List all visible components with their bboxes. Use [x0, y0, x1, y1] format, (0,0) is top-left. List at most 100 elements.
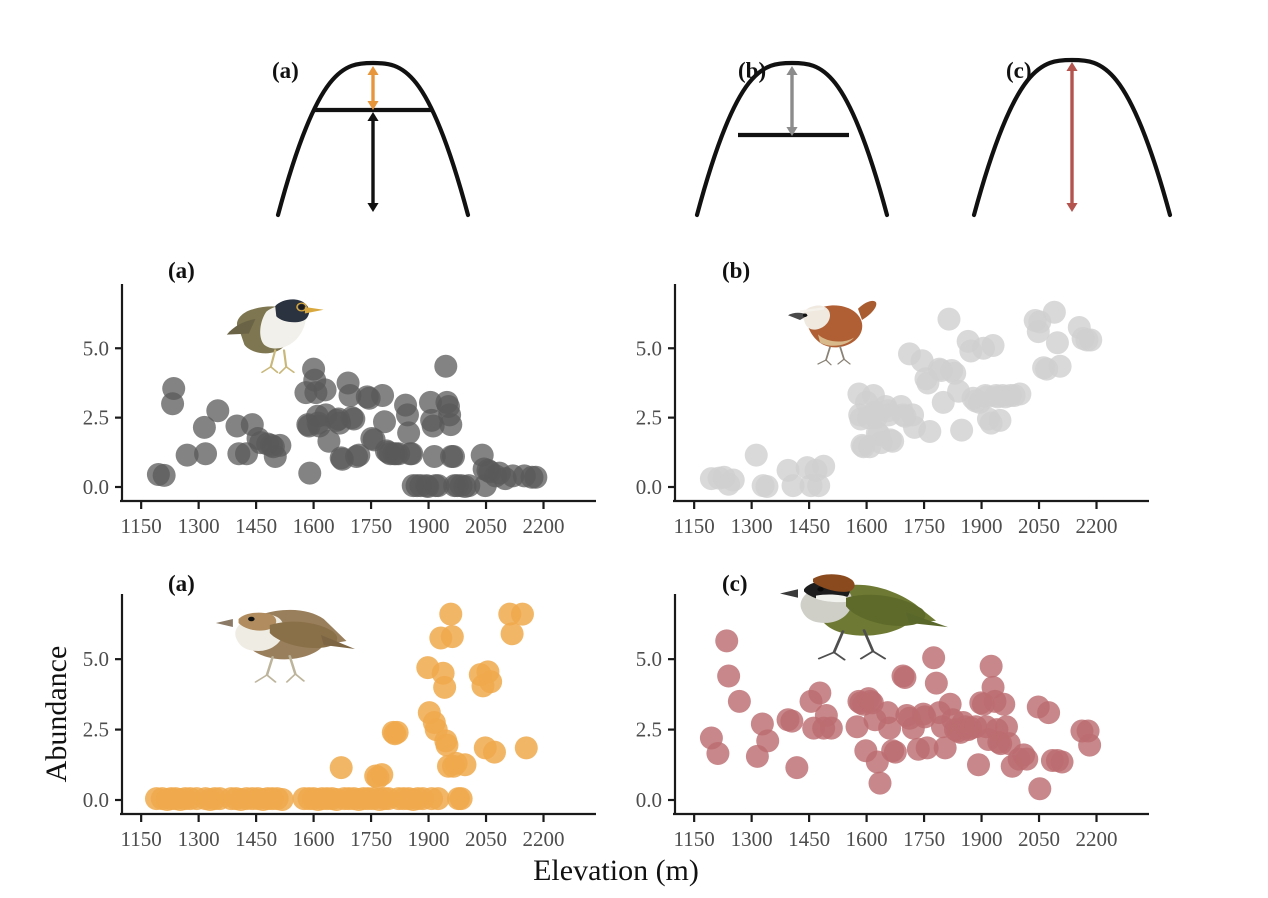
arrow-head-down: [786, 127, 798, 136]
bird-leg: [832, 630, 845, 654]
bird-leg: [825, 359, 832, 366]
arrow-head-down: [1066, 203, 1078, 212]
concept-arrow-c: [1066, 62, 1078, 212]
bird-leg: [832, 651, 846, 661]
x-tick-label: 1750: [350, 827, 392, 851]
y-tick-label: 5.0: [636, 336, 662, 360]
bird-leg: [294, 673, 305, 682]
panel-top-right-points: [699, 300, 1103, 498]
data-point: [514, 736, 538, 760]
panel-label-a: (a): [168, 258, 195, 283]
bird-part: [846, 594, 926, 626]
data-point: [479, 670, 503, 694]
data-point: [152, 463, 176, 487]
x-tick-label: 1600: [293, 827, 335, 851]
data-point: [819, 716, 843, 740]
data-point: [910, 349, 934, 373]
x-tick-label: 1450: [235, 514, 277, 538]
x-tick-label: 2050: [1018, 514, 1060, 538]
data-point: [426, 787, 450, 811]
panel-bottom-right: 0.0 2.5 5.0 1150 1300 1450 1600 1750 1900 2050 220…: [636, 571, 1149, 851]
bird-illustration-nightingale-thrush: [226, 299, 324, 374]
data-point: [439, 413, 463, 437]
data-point: [175, 443, 199, 467]
data-point: [1015, 747, 1039, 771]
data-point: [893, 665, 917, 689]
data-point: [440, 625, 464, 649]
bird-leg: [871, 650, 887, 660]
arrow-head-up: [1066, 62, 1078, 71]
y-tick-label: 2.5: [83, 718, 109, 742]
bird-illustration-rufous-wren: [788, 300, 877, 366]
bird-illustration-plain-thrush: [215, 609, 355, 683]
x-tick-label: 2200: [1076, 514, 1118, 538]
data-point: [1078, 733, 1102, 757]
data-point: [924, 671, 948, 695]
bird-leg: [288, 655, 297, 675]
data-point: [1037, 701, 1061, 725]
bird-part: [813, 574, 855, 592]
bird-leg: [265, 656, 274, 676]
bird-eye: [298, 304, 305, 310]
concept-curve-a: [275, 60, 471, 218]
data-point: [400, 442, 424, 466]
x-tick-label: 1450: [788, 514, 830, 538]
data-point: [500, 622, 524, 646]
data-point: [943, 361, 967, 385]
data-point: [161, 392, 185, 416]
bird-leg: [278, 366, 288, 374]
data-point: [1048, 354, 1072, 378]
data-point: [933, 736, 957, 760]
bird-leg: [285, 366, 295, 374]
x-tick-label: 1600: [846, 514, 888, 538]
data-point: [878, 716, 902, 740]
panel-bottom-right-points: [699, 629, 1102, 801]
data-point: [1028, 777, 1052, 801]
data-point: [721, 468, 745, 492]
x-tick-label: 2200: [523, 827, 565, 851]
data-point: [950, 418, 974, 442]
x-tick-label: 1900: [961, 514, 1003, 538]
bird-eye-ring: [296, 302, 307, 312]
data-point: [807, 474, 831, 498]
bird-leg: [843, 358, 851, 365]
bird-part: [858, 300, 877, 320]
x-tick-label: 1150: [674, 514, 715, 538]
y-tick-label: 5.0: [636, 647, 662, 671]
bird-leg: [839, 345, 845, 360]
bird-part: [906, 612, 948, 628]
x-tick-label: 2200: [523, 514, 565, 538]
x-tick-label: 2050: [465, 514, 507, 538]
data-point: [371, 383, 395, 407]
bird-leg: [859, 650, 875, 660]
bird-leg: [825, 346, 831, 361]
data-point: [1045, 331, 1069, 355]
bird-leg: [837, 358, 845, 365]
data-point: [347, 443, 371, 467]
data-point: [370, 763, 394, 787]
panel-bottom-left-points: [144, 602, 538, 811]
x-tick-label: 1900: [408, 514, 450, 538]
bird-leg: [862, 629, 875, 653]
data-point: [785, 756, 809, 780]
bird-eye: [817, 587, 824, 592]
y-tick-label: 0.0: [636, 475, 662, 499]
data-point: [433, 675, 457, 699]
data-point: [717, 664, 741, 688]
y-tick-label: 2.5: [636, 406, 662, 430]
data-point: [329, 756, 353, 780]
x-tick-label: 2050: [465, 827, 507, 851]
bird-leg: [285, 673, 297, 683]
data-point: [441, 444, 465, 468]
concept-curve-c: [971, 57, 1173, 218]
x-tick-label: 1600: [293, 514, 335, 538]
x-tick-label: 1750: [903, 514, 945, 538]
data-point: [988, 408, 1012, 432]
data-point: [966, 753, 990, 777]
data-point: [317, 429, 341, 453]
x-tick-label: 1750: [350, 514, 392, 538]
panel-bottom-left: 0.0 2.5 5.0 1150 1300 1450 1600 1750 1900 2050 220…: [83, 571, 596, 851]
bird-leg: [817, 651, 836, 660]
x-tick-label: 1300: [178, 514, 220, 538]
